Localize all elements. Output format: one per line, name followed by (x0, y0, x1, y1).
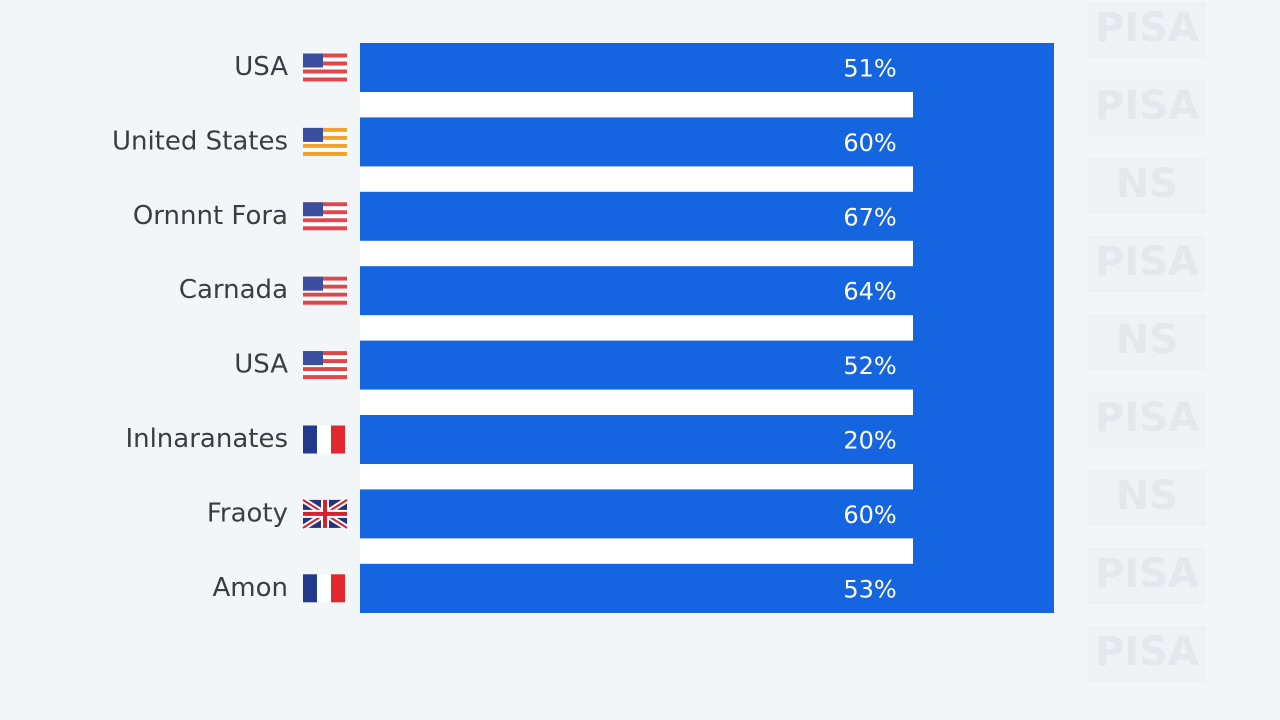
row-gap (360, 464, 913, 490)
flag-stripe (303, 371, 347, 376)
flag-stripe (303, 292, 347, 297)
watermark-box (1088, 470, 1206, 526)
flag-stripe (303, 355, 347, 360)
watermark: NS (1116, 317, 1178, 363)
watermark: PISA (1095, 395, 1199, 441)
flag (303, 202, 347, 231)
flag-stripe (303, 151, 347, 156)
watermark-box (1088, 548, 1206, 604)
flag-stripe (303, 202, 347, 207)
watermark-box (1088, 392, 1206, 448)
flag-stripe (303, 363, 347, 368)
watermark: PISA (1095, 83, 1199, 129)
flag (303, 351, 347, 380)
row-gap (360, 315, 913, 341)
row-label: Fraoty (207, 498, 288, 528)
watermark: PISA (1095, 551, 1199, 597)
flag-stripe (303, 226, 347, 231)
row-value: 64% (843, 278, 896, 306)
flag-stripe (303, 300, 347, 305)
flag (303, 127, 347, 156)
row-gap (360, 240, 913, 267)
flag-stripe (303, 367, 347, 372)
flag-stripe (317, 574, 331, 603)
flag-stripe (303, 359, 347, 364)
row-value: 53% (843, 575, 896, 603)
row-value: 60% (843, 129, 896, 157)
watermark: PISA (1095, 239, 1199, 285)
flag-stripe (303, 280, 347, 285)
watermark-box (1088, 158, 1206, 214)
watermark: PISA (1095, 629, 1199, 675)
flag-canton (303, 127, 323, 142)
flag-stripe (303, 73, 347, 78)
flag-stripe (317, 425, 331, 454)
flag-stripe (303, 131, 347, 136)
watermark-box (1088, 2, 1206, 58)
flag-cross (323, 499, 327, 528)
flag-stripe (303, 222, 347, 227)
flag-stripe (303, 143, 347, 148)
row-value: 20% (843, 427, 896, 455)
row-label: Ornnnt Fora (133, 201, 288, 231)
watermark-box (1088, 626, 1206, 682)
flag (303, 53, 347, 82)
flag-stripe (303, 147, 347, 152)
flag-stripe (303, 218, 347, 223)
flag-stripe (303, 276, 347, 281)
flag (303, 425, 345, 454)
row-label: USA (234, 52, 288, 82)
flag-stripe (303, 69, 347, 74)
row-label: USA (234, 350, 288, 380)
watermark: NS (1116, 473, 1178, 519)
watermark-box (1088, 80, 1206, 136)
watermark-box (1088, 236, 1206, 292)
flag-canton (303, 276, 323, 291)
flag-stripe (303, 351, 347, 356)
flag-stripe (303, 77, 347, 82)
row-gap (360, 92, 913, 118)
flag-stripe (303, 574, 317, 603)
watermark: NS (1116, 161, 1178, 207)
flag-canton (303, 351, 323, 366)
flag-stripe (303, 288, 347, 293)
flag-stripe (303, 65, 347, 70)
flag-stripe (303, 127, 347, 132)
row-value: 60% (843, 501, 896, 529)
flag-stripe (331, 574, 345, 603)
flag-stripe (303, 214, 347, 219)
watermark: PISA (1095, 5, 1199, 51)
row-label: Inlnaranates (125, 424, 288, 454)
flag-stripe (303, 425, 317, 454)
flag-stripe (331, 425, 345, 454)
row-label: United States (112, 126, 288, 156)
flag (301, 497, 349, 531)
row-gap (360, 166, 913, 192)
flag-stripe (303, 57, 347, 62)
row-label: Carnada (179, 275, 288, 305)
row-gap (360, 538, 913, 564)
row-value: 51% (843, 55, 896, 83)
flag-stripe (303, 375, 347, 380)
flag-stripe (303, 53, 347, 58)
row-value: 67% (843, 203, 896, 231)
flag-canton (303, 53, 323, 68)
flag-stripe (303, 135, 347, 140)
row-value: 52% (843, 352, 896, 380)
flag (303, 574, 345, 603)
flag-stripe (303, 61, 347, 66)
flag-stripe (303, 296, 347, 301)
flag-canton (303, 202, 323, 217)
row-gap (360, 389, 913, 415)
flag-stripe (303, 139, 347, 144)
flag-stripe (303, 284, 347, 289)
row-label: Amon (213, 573, 289, 603)
flag-stripe (303, 210, 347, 215)
flag-stripe (303, 206, 347, 211)
flag (303, 276, 347, 305)
watermark-box (1088, 314, 1206, 370)
